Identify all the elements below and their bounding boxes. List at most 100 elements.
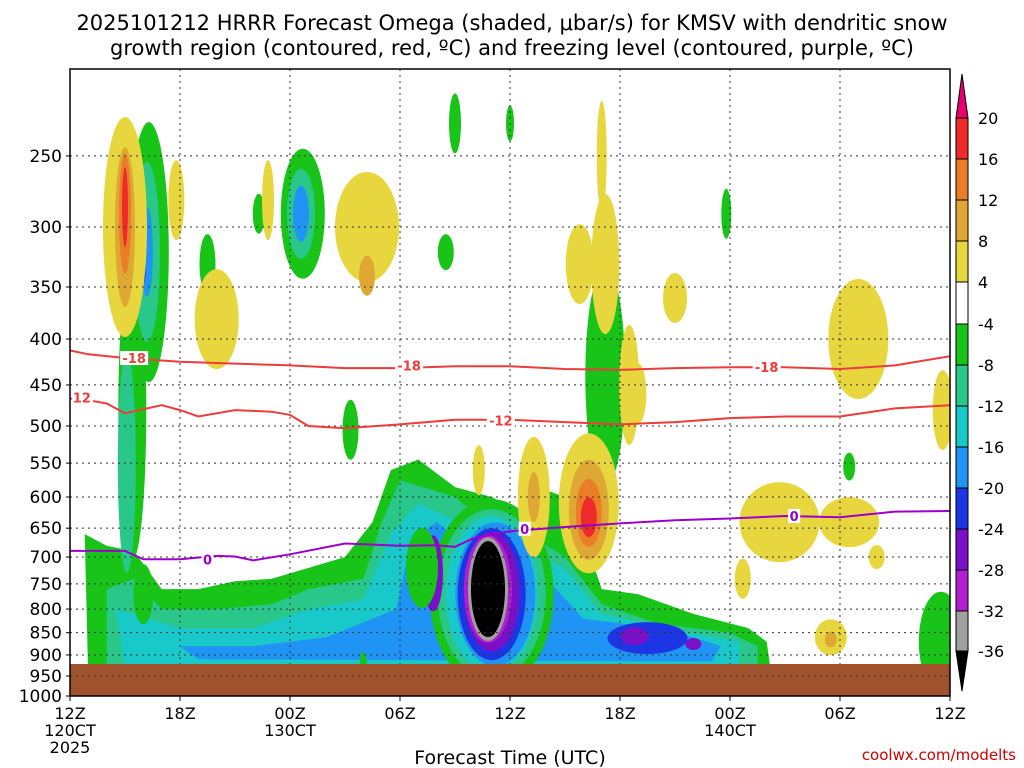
- colorbar-segment: [955, 569, 969, 612]
- omega-core-black: [471, 541, 505, 638]
- omega-down-yellow-5: [828, 279, 889, 399]
- colorbar-label: 8: [978, 232, 988, 251]
- contour-label: 0: [790, 510, 799, 525]
- colorbar-segment: [955, 528, 969, 571]
- contour-label-bg: [486, 413, 515, 428]
- x-year-label: 2025: [50, 738, 91, 757]
- contour-label: 0: [203, 553, 212, 568]
- colorbar-label: 12: [978, 191, 998, 210]
- omega-down-yellow-17: [630, 363, 647, 424]
- contour-label-bg: [788, 509, 801, 524]
- omega-down-yellow-9: [591, 194, 620, 335]
- omega-down-yellow-6: [739, 482, 820, 563]
- omega-secondary-purple: [620, 627, 649, 646]
- omega-green-blob-7: [449, 93, 461, 154]
- omega-down-yellow-4: [194, 269, 239, 370]
- colorbar: 20 16 12 8 4 -4 -8 -12 -16 -20 -24 -28 -32 -36: [955, 73, 1004, 692]
- colorbar-label: 16: [978, 150, 998, 169]
- y-tick-label: 300: [30, 218, 62, 238]
- omega-down-yellow-3: [335, 172, 399, 282]
- colorbar-label: -24: [978, 520, 1004, 539]
- omega-down-yellow-11: [565, 224, 594, 305]
- y-tick-label: 650: [30, 519, 62, 539]
- x-tick-label: 00Z: [274, 704, 305, 723]
- colorbar-segment: [955, 281, 969, 325]
- omega-down-yellow-18: [868, 545, 885, 569]
- omega-down-gold-8: [824, 631, 837, 648]
- gridlines: [70, 69, 950, 677]
- omega-down-yellow-19: [734, 558, 751, 599]
- colorbar-segment: [955, 610, 969, 652]
- temperature-contours: -18 -18 -18 -12 -12 0 0 0: [67, 349, 950, 568]
- colorbar-segment: [955, 487, 969, 530]
- colorbar-label: -28: [978, 561, 1004, 580]
- y-tick-label: 950: [30, 667, 62, 687]
- colorbar-segment: [955, 117, 969, 160]
- y-tick-label: 250: [30, 147, 62, 167]
- x-tick-label: 18Z: [164, 704, 195, 723]
- contour-line-1: [70, 394, 950, 430]
- y-tick-label: 500: [30, 417, 62, 437]
- chart-title-line1: 2025101212 HRRR Forecast Omega (shaded, …: [76, 11, 947, 35]
- y-tick-label: 450: [30, 376, 62, 396]
- y-tick-label: 900: [30, 646, 62, 666]
- colorbar-segment: [955, 405, 969, 448]
- colorbar-label: 20: [978, 109, 998, 128]
- colorbar-label: 4: [978, 273, 988, 292]
- contour-label: -12: [67, 392, 91, 407]
- contour-label: 0: [520, 523, 529, 538]
- omega-down-yellow-15: [932, 370, 950, 451]
- y-axis: 2503003504004505005506006507007508008509…: [19, 147, 70, 707]
- contour-label: -12: [489, 414, 513, 429]
- y-tick-label: 850: [30, 624, 62, 644]
- contour-label-bg: [70, 390, 94, 405]
- ground-layer: [70, 664, 950, 696]
- contour-label: -18: [122, 352, 146, 367]
- contour-label: -18: [397, 359, 421, 374]
- omega-down-upper-red: [122, 167, 128, 247]
- x-tick-label: 00Z: [714, 704, 745, 723]
- omega-down-yellow-12: [663, 273, 687, 323]
- y-tick-label: 600: [30, 488, 62, 508]
- omega-mid-green-streak: [585, 266, 626, 487]
- chart-title-line2: growth region (contoured, red, ºC) and f…: [110, 36, 914, 60]
- omega-secondary-purple-2: [685, 638, 702, 650]
- x-tick-label: 12Z: [494, 704, 525, 723]
- omega-green-blob-15: [342, 399, 359, 460]
- credit-label: coolwx.com/modelts: [862, 746, 1016, 764]
- contour-label-bg: [120, 351, 149, 366]
- omega-green-blob-10: [437, 234, 454, 271]
- contour-line-0: [70, 349, 950, 371]
- omega-green-blob-8: [721, 188, 732, 239]
- omega-down-mid-red: [580, 497, 597, 538]
- omega-mid-green-small-1: [406, 528, 438, 608]
- omega-green-blob-13: [843, 452, 856, 481]
- colorbar-label: -16: [978, 438, 1004, 457]
- x-tick-label: 12Z: [54, 704, 85, 723]
- colorbar-segment: [955, 364, 969, 407]
- colorbar-label: -8: [978, 356, 994, 375]
- colorbar-segment: [955, 158, 969, 201]
- omega-green-blob-9: [252, 193, 265, 234]
- colorbar-segment: [955, 240, 969, 283]
- contour-label-bg: [518, 521, 531, 536]
- y-tick-label: 550: [30, 454, 62, 474]
- colorbar-label: -4: [978, 315, 994, 334]
- plot-area: -18 -18 -18 -12 -12 0 0 0: [67, 69, 950, 696]
- omega-down-yellow-16: [472, 445, 485, 496]
- omega-left-teal-column: [117, 353, 136, 574]
- y-tick-label: 1000: [19, 687, 62, 707]
- contour-label-bg: [752, 360, 781, 375]
- y-tick-label: 800: [30, 600, 62, 620]
- x-tick-label: 18Z: [604, 704, 635, 723]
- y-tick-label: 400: [30, 330, 62, 350]
- omega-shading: [84, 93, 950, 692]
- colorbar-segment: [955, 446, 969, 489]
- contour-line-2: [70, 510, 950, 562]
- x-date-label: 140CT: [704, 721, 756, 740]
- omega-mid-green-small-2: [133, 564, 154, 625]
- colorbar-top-arrow: [955, 73, 969, 119]
- y-tick-label: 350: [30, 278, 62, 298]
- colorbar-label: -12: [978, 397, 1004, 416]
